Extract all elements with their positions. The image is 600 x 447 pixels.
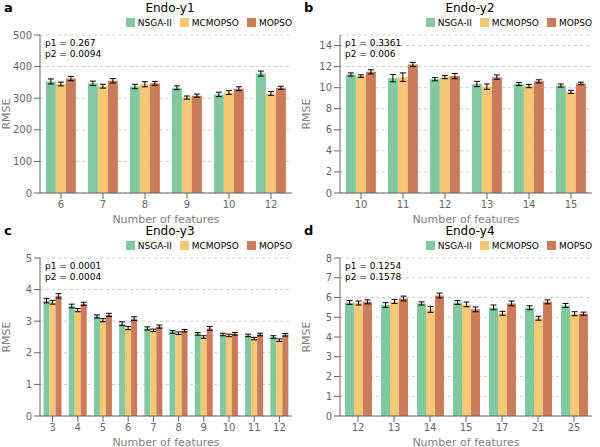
svg-text:17: 17 — [496, 422, 509, 433]
html-text:Endo-y4: Endo-y4 — [445, 224, 495, 238]
svg-text:7: 7 — [326, 272, 332, 283]
html-text:Endo-y1: Endo-y1 — [145, 1, 195, 15]
html-text:a: a — [4, 0, 13, 15]
svg-text:RMSE: RMSE — [300, 98, 313, 129]
svg-text:6: 6 — [125, 422, 131, 433]
svg-text:10: 10 — [223, 199, 236, 210]
svg-text:10: 10 — [355, 199, 368, 210]
svg-text:5: 5 — [26, 253, 32, 264]
html-text:MOPSO: MOPSO — [258, 17, 292, 28]
svg-text:0: 0 — [26, 411, 32, 422]
svg-text:Number of features: Number of features — [112, 213, 219, 223]
svg-text:15: 15 — [565, 199, 578, 210]
svg-text:1: 1 — [26, 379, 32, 390]
html-text:p2 = 0.0004: p2 = 0.0004 — [45, 272, 102, 282]
svg-text:100: 100 — [13, 156, 32, 167]
html-text:Endo-y3: Endo-y3 — [145, 224, 195, 238]
svg-text:4: 4 — [326, 145, 332, 156]
svg-text:13: 13 — [388, 422, 401, 433]
svg-text:9: 9 — [184, 199, 190, 210]
svg-text:6: 6 — [58, 199, 64, 210]
svg-text:Number of features: Number of features — [112, 436, 219, 446]
svg-text:14: 14 — [424, 422, 437, 433]
svg-text:12: 12 — [439, 199, 452, 210]
svg-text:6: 6 — [326, 124, 332, 135]
svg-text:4: 4 — [26, 284, 32, 295]
svg-text:12: 12 — [352, 422, 365, 433]
svg-text:200: 200 — [13, 124, 32, 135]
svg-text:4: 4 — [326, 332, 332, 343]
html-text:MCMOPSO: MCMOPSO — [191, 240, 239, 251]
svg-text:13: 13 — [481, 199, 494, 210]
svg-text:RMSE: RMSE — [300, 321, 313, 352]
svg-text:21: 21 — [532, 422, 545, 433]
svg-text:5: 5 — [100, 422, 106, 433]
svg-text:10: 10 — [223, 422, 236, 433]
html-text:NSGA-II: NSGA-II — [137, 17, 172, 28]
html-text:MCMOPSO: MCMOPSO — [191, 17, 239, 28]
html-text:NSGA-II: NSGA-II — [437, 17, 472, 28]
html-text:MCMOPSO: MCMOPSO — [491, 17, 539, 28]
svg-text:500: 500 — [13, 30, 32, 41]
svg-text:25: 25 — [568, 422, 581, 433]
svg-text:1: 1 — [326, 391, 332, 402]
html-text:p2 = 0.1578: p2 = 0.1578 — [345, 272, 402, 282]
svg-text:7: 7 — [100, 199, 106, 210]
svg-text:8: 8 — [142, 199, 148, 210]
svg-text:RMSE: RMSE — [8, 321, 13, 352]
svg-text:14: 14 — [319, 40, 332, 51]
svg-text:0: 0 — [26, 188, 32, 199]
html-text:p1 = 0.0001: p1 = 0.0001 — [45, 261, 102, 271]
svg-text:8: 8 — [175, 422, 181, 433]
html-text:MOPSO: MOPSO — [258, 240, 292, 251]
svg-text:2: 2 — [26, 347, 32, 358]
svg-text:4: 4 — [75, 422, 81, 433]
svg-text:Number of features: Number of features — [412, 436, 519, 446]
svg-text:0: 0 — [326, 411, 332, 422]
svg-text:3: 3 — [326, 351, 332, 362]
svg-text:9: 9 — [201, 422, 207, 433]
html-text:p2 = 0.0094: p2 = 0.0094 — [45, 49, 102, 59]
svg-text:0: 0 — [326, 188, 332, 199]
html-text:p2 = 0.006: p2 = 0.006 — [345, 49, 396, 59]
svg-text:Number of features: Number of features — [412, 213, 519, 223]
html-text:b: b — [304, 0, 314, 15]
html-text:MOPSO: MOPSO — [558, 240, 592, 251]
svg-text:2: 2 — [326, 371, 332, 382]
html-text:NSGA-II: NSGA-II — [137, 240, 172, 251]
html-text:MOPSO: MOPSO — [558, 17, 592, 28]
svg-text:12: 12 — [273, 422, 286, 433]
svg-text:10: 10 — [319, 82, 332, 93]
svg-text:3: 3 — [49, 422, 55, 433]
svg-text:8: 8 — [326, 103, 332, 114]
html-text:p1 = 0.3361: p1 = 0.3361 — [345, 38, 402, 48]
svg-text:11: 11 — [397, 199, 410, 210]
html-text:d: d — [304, 223, 314, 238]
svg-text:14: 14 — [523, 199, 536, 210]
svg-text:6: 6 — [326, 292, 332, 303]
svg-text:400: 400 — [13, 61, 32, 72]
svg-text:8: 8 — [326, 253, 332, 264]
svg-text:5: 5 — [326, 312, 332, 323]
svg-text:12: 12 — [265, 199, 278, 210]
svg-text:RMSE: RMSE — [8, 98, 13, 129]
svg-text:7: 7 — [150, 422, 156, 433]
html-text:p1 = 0.267: p1 = 0.267 — [45, 38, 96, 48]
html-text:c: c — [4, 223, 12, 238]
svg-text:12: 12 — [319, 61, 332, 72]
html-text:NSGA-II: NSGA-II — [437, 240, 472, 251]
html-text:Endo-y2: Endo-y2 — [445, 1, 495, 15]
svg-text:300: 300 — [13, 93, 32, 104]
html-text:MCMOPSO: MCMOPSO — [491, 240, 539, 251]
html-text:p1 = 0.1254: p1 = 0.1254 — [345, 261, 402, 271]
svg-text:2: 2 — [326, 166, 332, 177]
svg-text:3: 3 — [26, 316, 32, 327]
svg-text:11: 11 — [248, 422, 261, 433]
svg-text:15: 15 — [460, 422, 473, 433]
